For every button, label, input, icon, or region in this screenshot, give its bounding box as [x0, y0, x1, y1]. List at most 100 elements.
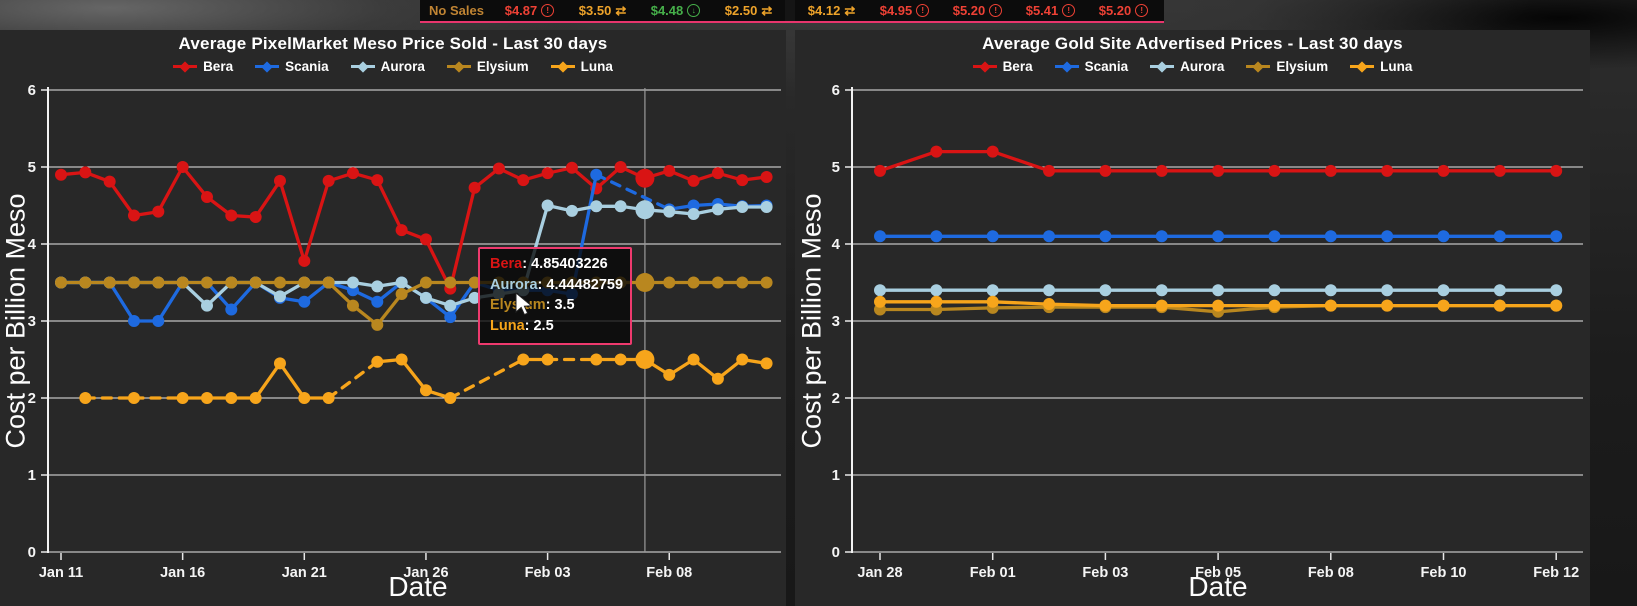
- data-point-aurora[interactable]: [565, 204, 578, 217]
- data-point-elysium[interactable]: [635, 273, 655, 292]
- data-point-aurora[interactable]: [444, 299, 457, 312]
- data-point-elysium[interactable]: [663, 276, 676, 289]
- data-point-luna[interactable]: [1099, 299, 1112, 312]
- data-point-bera[interactable]: [468, 181, 481, 194]
- data-point-scania[interactable]: [298, 295, 311, 308]
- data-point-luna[interactable]: [322, 392, 335, 404]
- data-point-luna[interactable]: [1155, 299, 1168, 312]
- price-cell[interactable]: No Sales: [420, 0, 493, 21]
- data-point-aurora[interactable]: [986, 284, 999, 297]
- data-point-elysium[interactable]: [760, 276, 773, 289]
- data-point-bera[interactable]: [346, 167, 359, 180]
- data-point-elysium[interactable]: [273, 276, 286, 289]
- data-point-luna[interactable]: [371, 355, 384, 368]
- data-point-luna[interactable]: [395, 353, 408, 366]
- data-point-scania[interactable]: [1099, 230, 1112, 243]
- data-point-aurora[interactable]: [371, 280, 384, 293]
- data-point-luna[interactable]: [1381, 299, 1394, 312]
- legend-item-bera[interactable]: Bera: [173, 59, 233, 74]
- data-point-luna[interactable]: [1324, 299, 1337, 312]
- data-point-aurora[interactable]: [614, 200, 627, 213]
- data-point-luna[interactable]: [127, 392, 140, 404]
- data-point-luna[interactable]: [419, 384, 432, 397]
- data-point-aurora[interactable]: [1155, 284, 1168, 297]
- legend-item-aurora[interactable]: Aurora: [1150, 59, 1224, 74]
- data-point-luna[interactable]: [711, 372, 724, 385]
- data-point-aurora[interactable]: [663, 205, 676, 218]
- price-cell[interactable]: $5.20!: [941, 0, 1014, 21]
- data-point-luna[interactable]: [986, 295, 999, 308]
- price-cell[interactable]: $3.50 ⇄: [566, 0, 639, 21]
- data-point-bera[interactable]: [55, 168, 67, 181]
- data-point-bera[interactable]: [1493, 164, 1506, 177]
- data-point-luna[interactable]: [687, 353, 700, 366]
- data-point-scania[interactable]: [1212, 230, 1225, 243]
- data-point-luna[interactable]: [273, 357, 286, 370]
- data-point-luna[interactable]: [736, 353, 749, 366]
- data-point-luna[interactable]: [517, 353, 530, 366]
- data-point-bera[interactable]: [736, 174, 749, 187]
- data-point-scania[interactable]: [590, 168, 603, 181]
- data-point-aurora[interactable]: [346, 276, 359, 289]
- data-point-scania[interactable]: [1493, 230, 1506, 243]
- legend-item-bera[interactable]: Bera: [972, 59, 1033, 74]
- data-point-elysium[interactable]: [711, 276, 724, 289]
- data-point-luna[interactable]: [79, 392, 92, 404]
- data-point-bera[interactable]: [614, 161, 627, 173]
- data-point-bera[interactable]: [127, 209, 140, 222]
- legend-item-aurora[interactable]: Aurora: [350, 59, 425, 74]
- data-point-luna[interactable]: [1268, 299, 1281, 312]
- data-point-scania[interactable]: [687, 199, 700, 212]
- data-point-aurora[interactable]: [711, 203, 724, 216]
- legend-item-scania[interactable]: Scania: [255, 59, 329, 74]
- price-cell[interactable]: $2.50 ⇄: [712, 0, 785, 21]
- data-point-aurora[interactable]: [200, 299, 213, 312]
- data-point-bera[interactable]: [760, 171, 773, 184]
- data-point-elysium[interactable]: [55, 276, 67, 289]
- data-point-scania[interactable]: [444, 311, 457, 324]
- legend-item-scania[interactable]: Scania: [1054, 59, 1128, 74]
- data-point-luna[interactable]: [614, 353, 627, 366]
- data-point-scania[interactable]: [127, 315, 140, 327]
- data-point-elysium[interactable]: [736, 276, 749, 289]
- meso-price-chart-plot[interactable]: 0 1 2 3 4 5 6 Jan 11 Jan 16 Jan 21 Jan 26 Feb 03 Feb…: [0, 30, 786, 606]
- data-point-aurora[interactable]: [1268, 284, 1281, 297]
- data-point-luna[interactable]: [298, 392, 311, 404]
- data-point-elysium[interactable]: [225, 276, 238, 289]
- data-point-bera[interactable]: [492, 162, 505, 175]
- gold-site-chart-plot[interactable]: 0 1 2 3 4 5 6 Jan 28 Feb 01 Feb 03 Feb 05 Feb 08 Feb…: [795, 30, 1590, 606]
- data-point-luna[interactable]: [1043, 298, 1056, 311]
- data-point-elysium[interactable]: [468, 276, 481, 289]
- data-point-bera[interactable]: [1324, 164, 1337, 177]
- data-point-aurora[interactable]: [541, 199, 554, 212]
- price-cell[interactable]: $4.12 ⇄: [795, 0, 868, 21]
- data-point-aurora[interactable]: [419, 291, 432, 304]
- data-point-aurora[interactable]: [1493, 284, 1506, 297]
- data-point-bera[interactable]: [711, 167, 724, 180]
- data-point-aurora[interactable]: [760, 201, 773, 214]
- data-point-elysium[interactable]: [298, 276, 311, 289]
- legend-item-luna[interactable]: Luna: [1350, 59, 1412, 74]
- data-point-scania[interactable]: [1155, 230, 1168, 243]
- data-point-bera[interactable]: [1212, 164, 1225, 177]
- data-point-scania[interactable]: [1268, 230, 1281, 243]
- data-point-scania[interactable]: [152, 315, 165, 327]
- data-point-bera[interactable]: [1268, 164, 1281, 177]
- data-point-bera[interactable]: [225, 209, 238, 222]
- data-point-bera[interactable]: [565, 161, 578, 174]
- data-point-elysium[interactable]: [371, 318, 384, 331]
- data-point-elysium[interactable]: [176, 276, 189, 289]
- data-point-bera[interactable]: [663, 164, 676, 177]
- price-cell[interactable]: $4.48 ↓: [639, 0, 712, 21]
- legend-item-elysium[interactable]: Elysium: [1246, 59, 1328, 74]
- data-point-bera[interactable]: [517, 174, 530, 187]
- data-point-aurora[interactable]: [273, 290, 286, 303]
- data-point-scania[interactable]: [986, 230, 999, 243]
- data-point-bera[interactable]: [541, 167, 554, 180]
- data-point-bera[interactable]: [986, 145, 999, 158]
- data-point-bera[interactable]: [930, 145, 943, 158]
- data-point-scania[interactable]: [1437, 230, 1450, 243]
- data-point-elysium[interactable]: [395, 288, 408, 301]
- data-point-bera[interactable]: [635, 168, 655, 188]
- data-point-luna[interactable]: [874, 295, 886, 308]
